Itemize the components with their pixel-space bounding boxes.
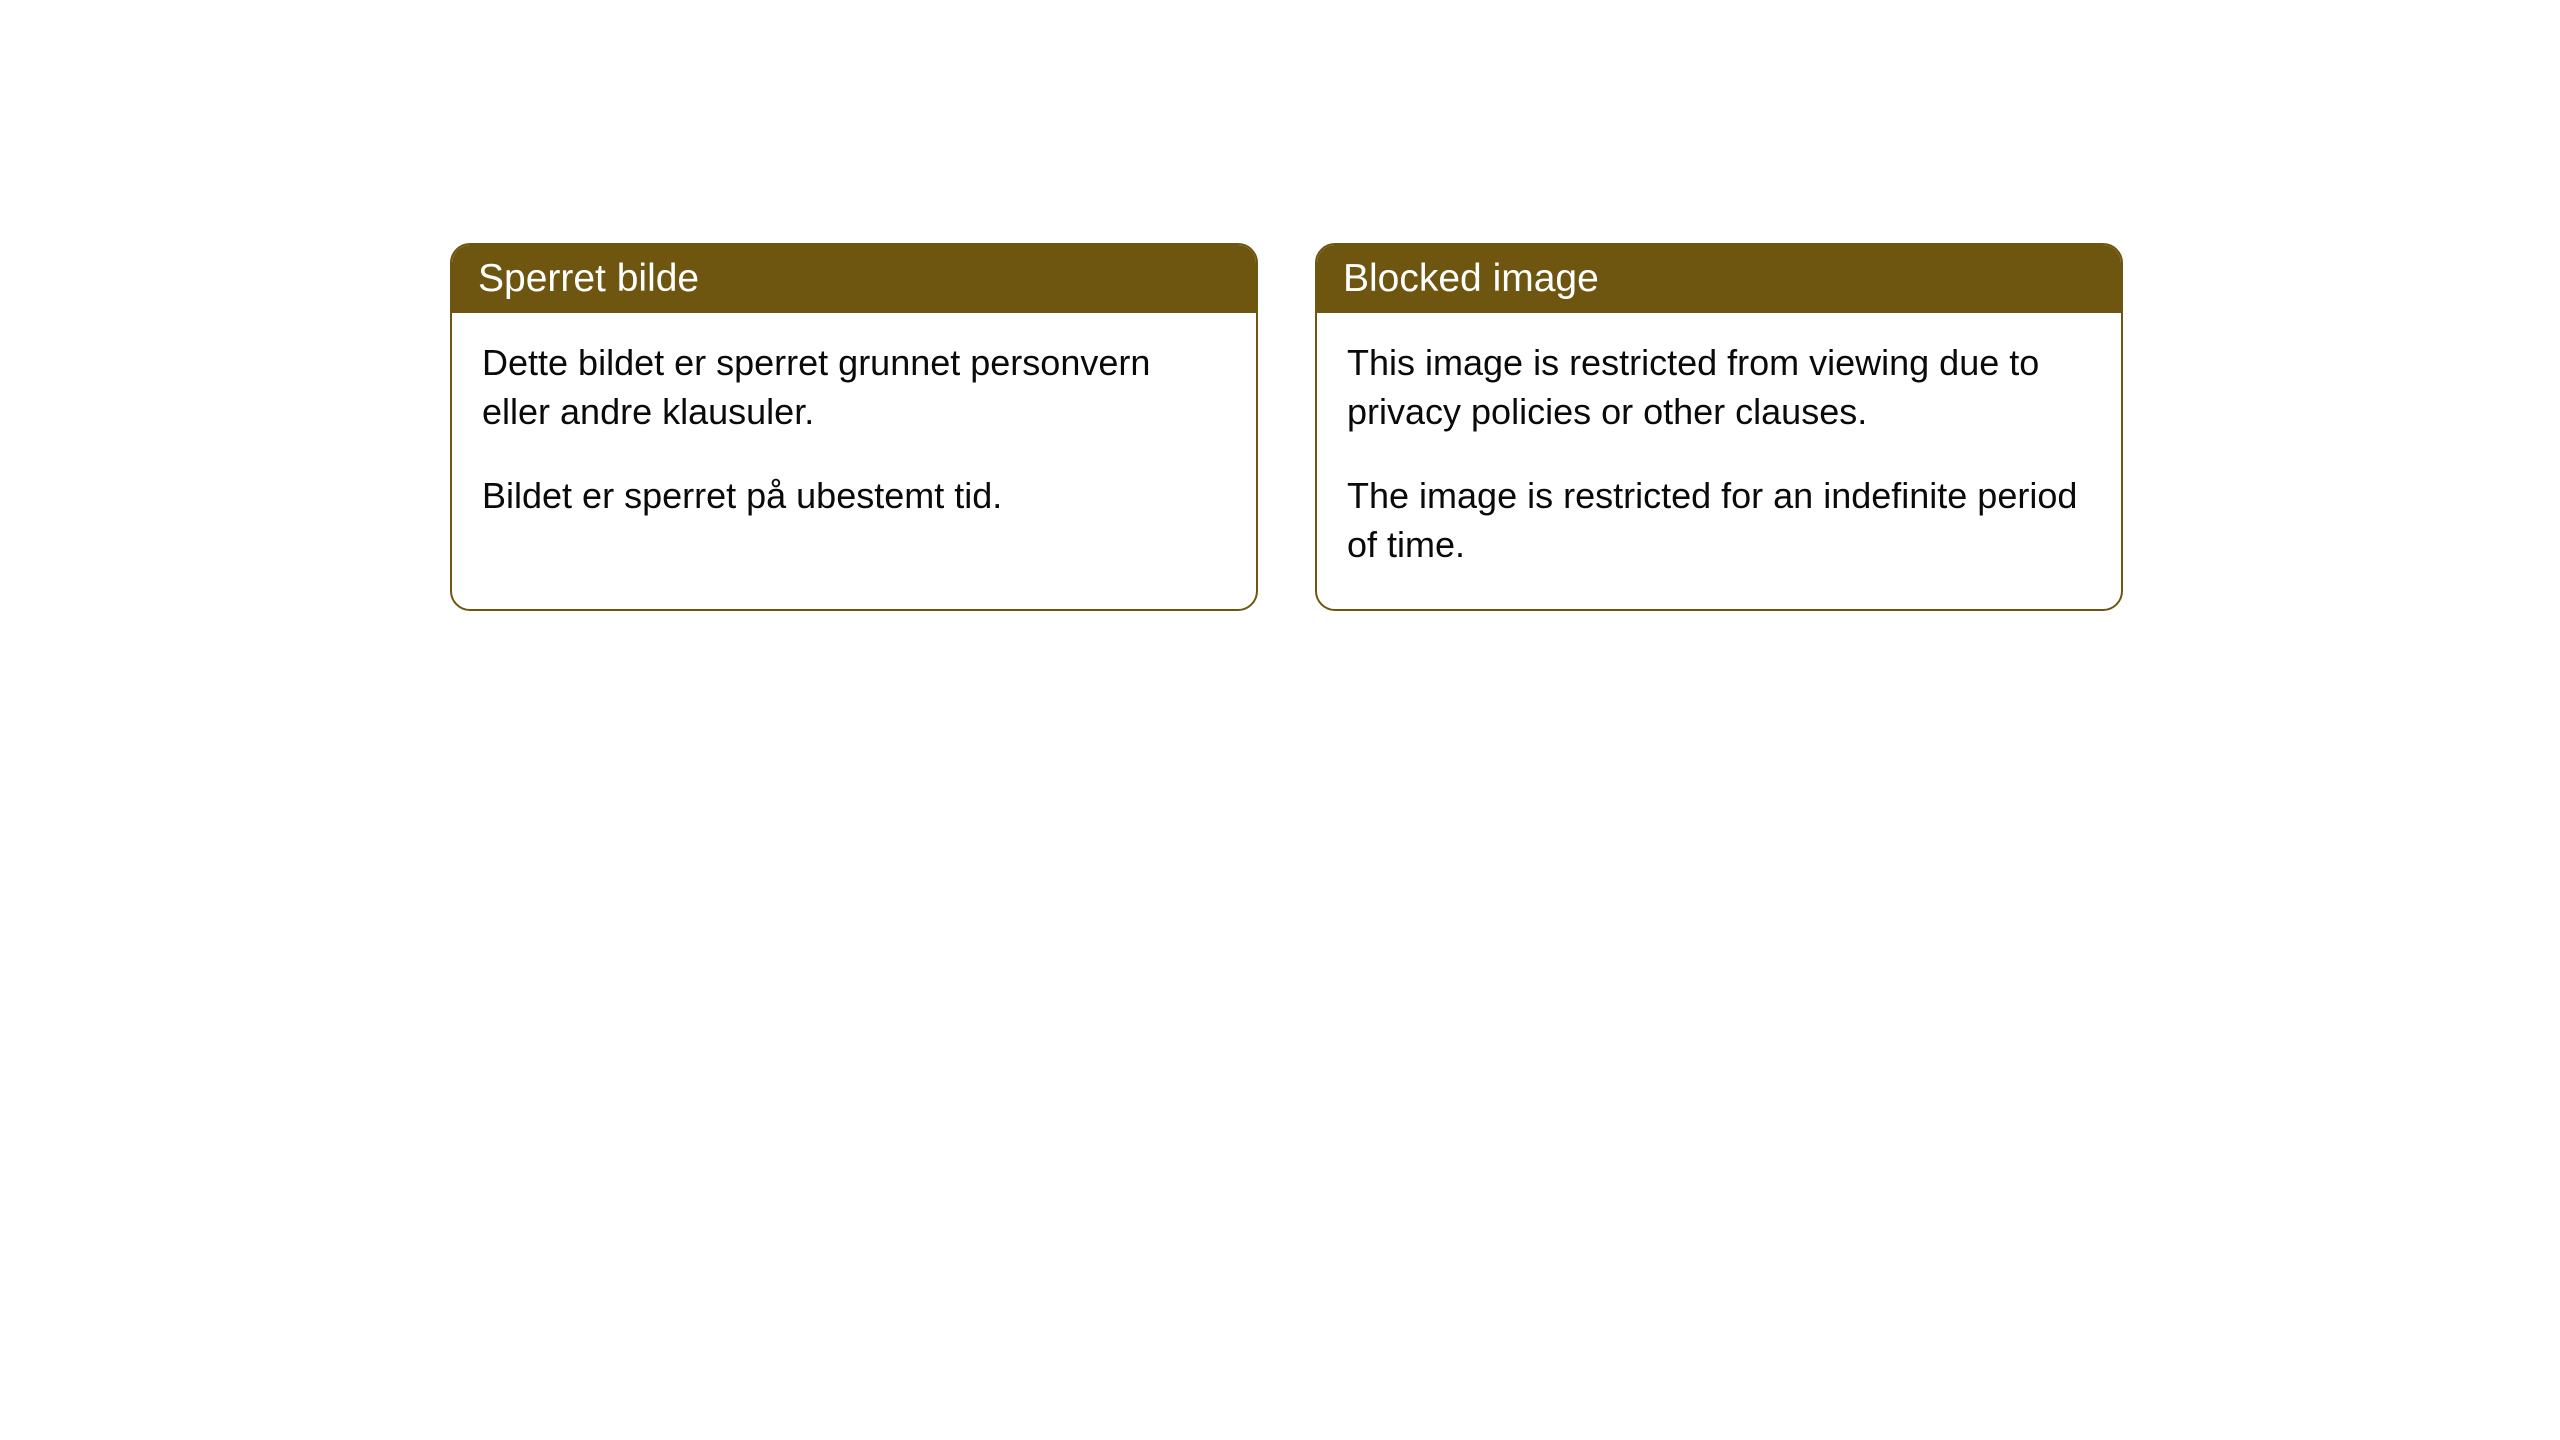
notice-card-norwegian: Sperret bilde Dette bildet er sperret gr…	[450, 243, 1258, 611]
notice-text: Bildet er sperret på ubestemt tid.	[482, 472, 1226, 521]
notice-text: Dette bildet er sperret grunnet personve…	[482, 339, 1226, 436]
card-title: Blocked image	[1343, 257, 1599, 300]
card-header-norwegian: Sperret bilde	[452, 245, 1256, 313]
card-body-english: This image is restricted from viewing du…	[1317, 313, 2121, 609]
notice-text: This image is restricted from viewing du…	[1347, 339, 2091, 436]
notice-card-english: Blocked image This image is restricted f…	[1315, 243, 2123, 611]
card-title: Sperret bilde	[478, 257, 699, 300]
card-header-english: Blocked image	[1317, 245, 2121, 313]
notice-text: The image is restricted for an indefinit…	[1347, 472, 2091, 569]
card-body-norwegian: Dette bildet er sperret grunnet personve…	[452, 313, 1256, 561]
notice-container: Sperret bilde Dette bildet er sperret gr…	[0, 0, 2560, 611]
